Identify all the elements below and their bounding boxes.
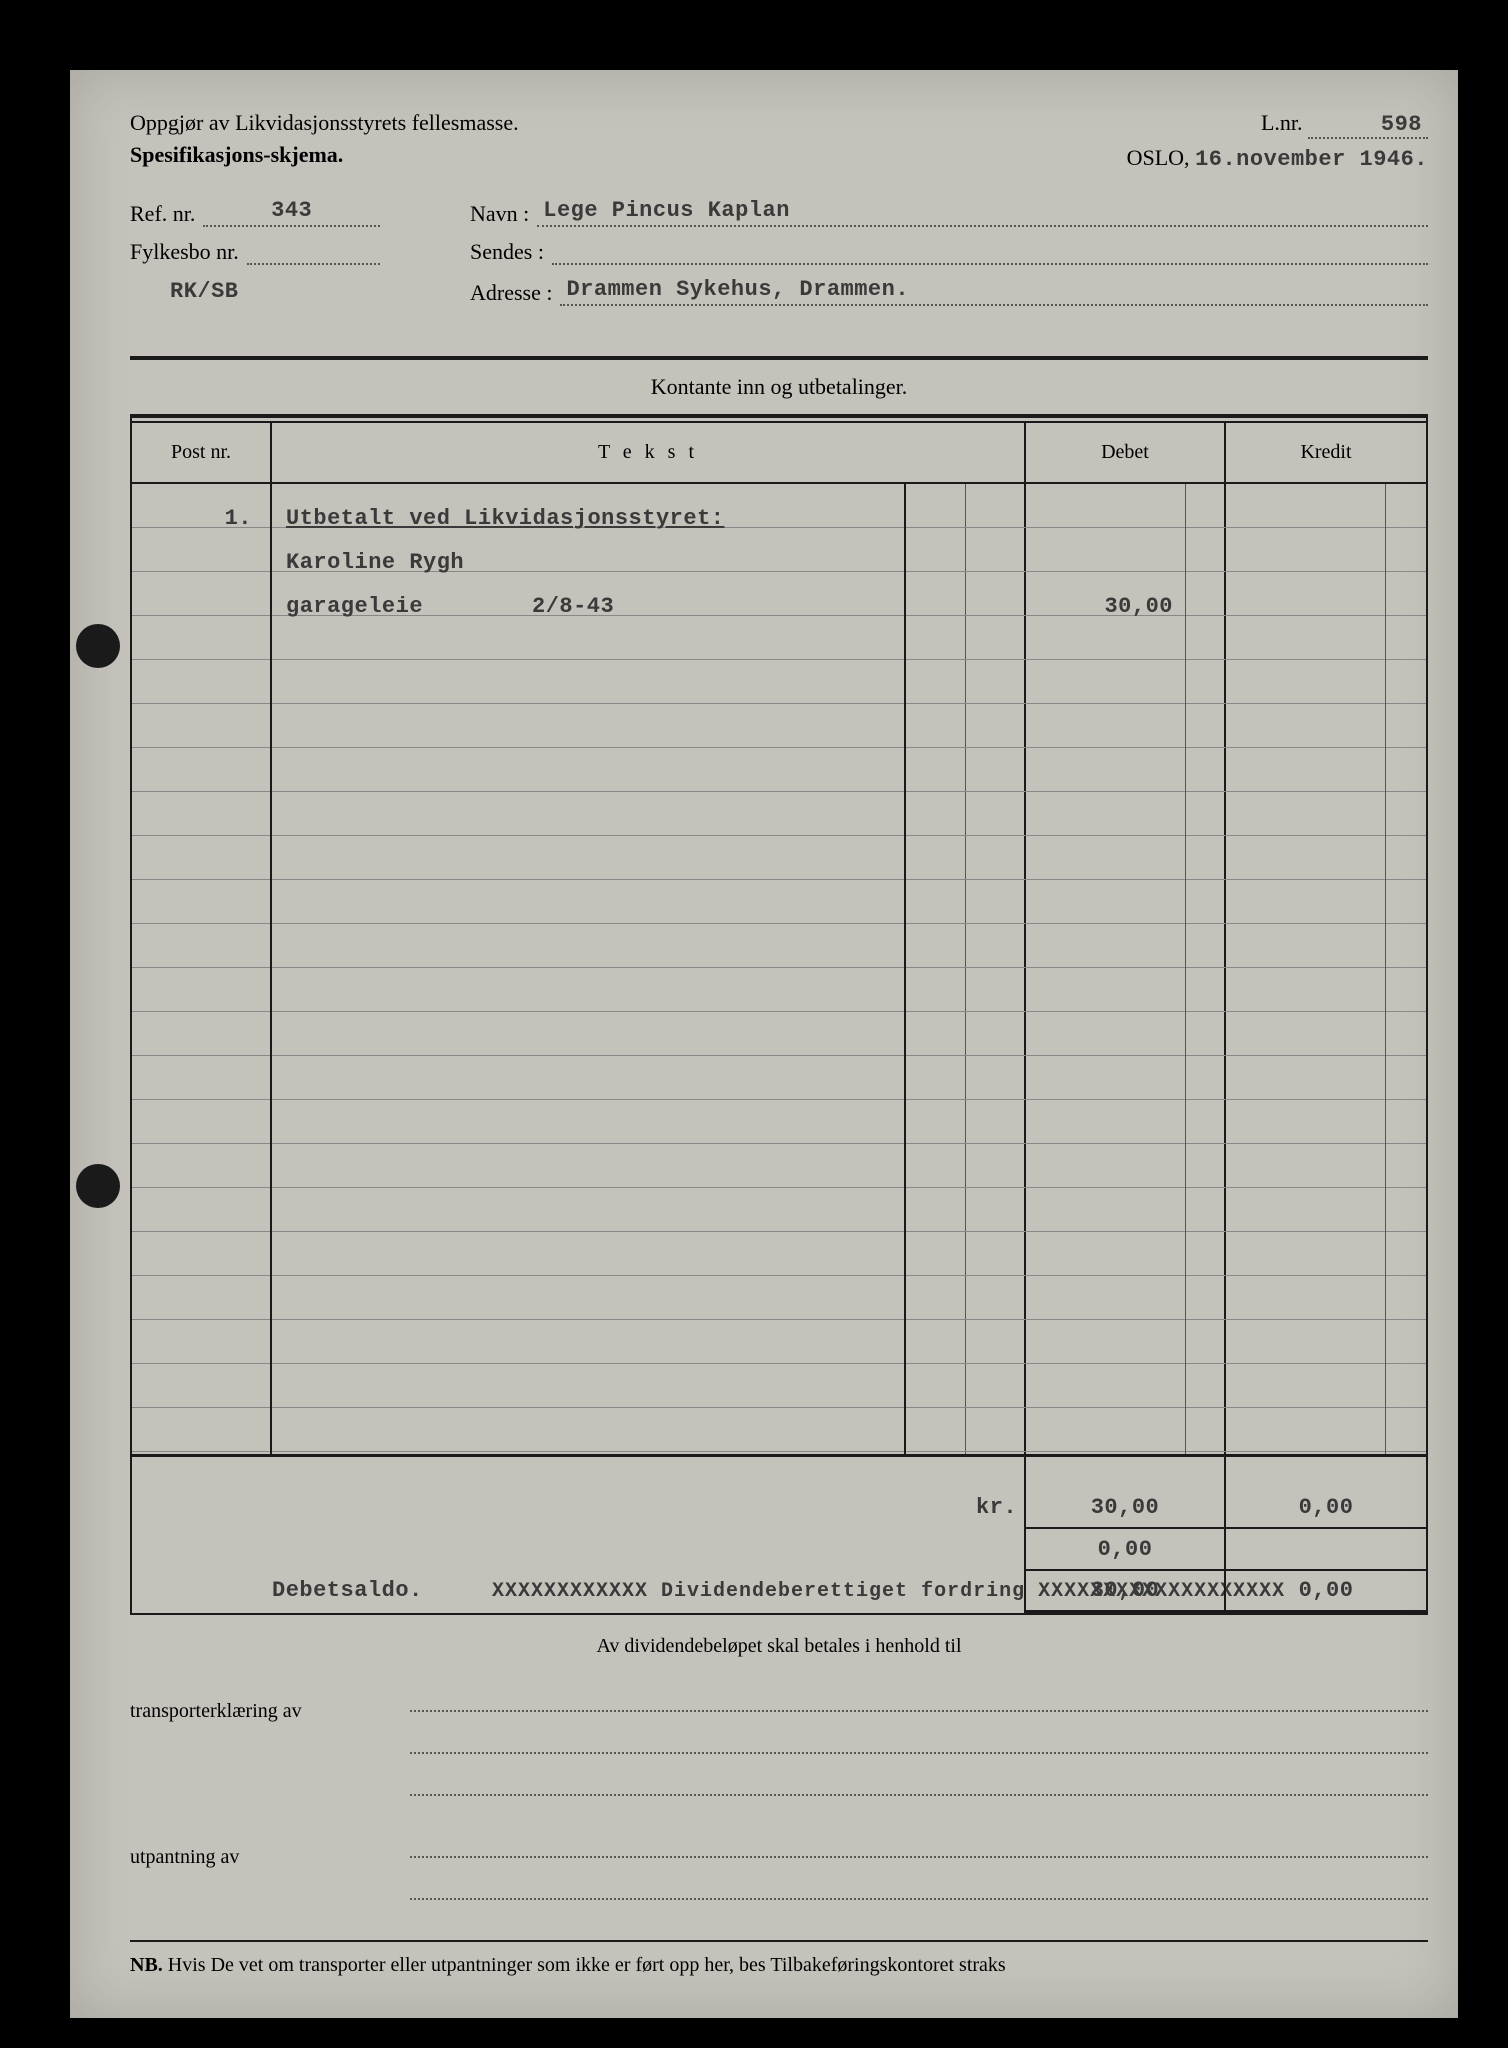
dotted-line (410, 1864, 1428, 1900)
location: OSLO, (1127, 145, 1190, 170)
rksb: RK/SB (170, 279, 380, 304)
entry-line2: Karoline Rygh (286, 550, 464, 575)
ref-nr-label: Ref. nr. (130, 201, 195, 227)
ledger-table: Post nr. T e k s t Debet Kredit 1. Utbet… (130, 414, 1428, 1615)
utpantning-label: utpantning av (130, 1822, 370, 1906)
document-paper: Oppgjør av Likvidasjonsstyrets fellesmas… (70, 70, 1458, 2018)
section-title: Kontante inn og utbetalinger. (130, 360, 1428, 414)
dotted-line (410, 1822, 1428, 1858)
sendes-label: Sendes : (470, 239, 544, 265)
date: 16.november 1946. (1195, 147, 1428, 172)
header-title: Oppgjør av Likvidasjonsstyrets fellesmas… (130, 110, 519, 136)
fylkesbo-value (247, 239, 380, 265)
navn-value: Lege Pincus Kaplan (537, 198, 1428, 227)
footer-debet-3: 30,00 (1026, 1571, 1224, 1613)
entry-line1: Utbetalt ved Likvidasjonsstyret: (286, 506, 724, 531)
adresse-label: Adresse : (470, 280, 552, 306)
dividend-text: Av dividendebeløpet skal betales i henho… (130, 1627, 1428, 1676)
col-header-post: Post nr. (132, 423, 272, 482)
debet-value: 30,00 (1104, 594, 1173, 619)
entry-line3a: garageleie (286, 594, 423, 619)
col-header-tekst: T e k s t (272, 423, 1026, 482)
adresse-value: Drammen Sykehus, Drammen. (560, 277, 1428, 306)
transport-label: transporterklæring av (130, 1676, 370, 1802)
lnr-value: 598 (1308, 112, 1428, 139)
col-header-kredit: Kredit (1226, 423, 1426, 482)
debetsaldo-label: Debetsaldo. (272, 1578, 423, 1603)
footer-kredit-3: 0,00 (1226, 1571, 1426, 1613)
sendes-value (552, 239, 1428, 265)
header-subtitle: Spesifikasjons-skjema. (130, 142, 519, 168)
col-header-debet: Debet (1026, 423, 1226, 482)
punch-hole-icon (76, 1164, 120, 1208)
post-number: 1. (225, 506, 252, 531)
kr-label: kr. (976, 1495, 1017, 1520)
navn-label: Navn : (470, 201, 529, 227)
footer-debet-1: 30,00 (1026, 1487, 1224, 1529)
footer-debet-2: 0,00 (1026, 1529, 1224, 1571)
punch-hole-icon (76, 624, 120, 668)
nb-bold: NB. (130, 1954, 163, 1976)
dotted-line (410, 1760, 1428, 1796)
entry-line3b: 2/8-43 (532, 594, 614, 619)
footer-kredit-1: 0,00 (1226, 1487, 1426, 1529)
lnr-label: L.nr. (1261, 110, 1303, 135)
nb-text: Hvis De vet om transporter eller utpantn… (168, 1954, 1006, 1976)
dotted-line (410, 1718, 1428, 1754)
footer-kredit-2 (1226, 1529, 1426, 1571)
dotted-line (410, 1676, 1428, 1712)
fylkesbo-label: Fylkesbo nr. (130, 239, 239, 265)
ref-nr-value: 343 (203, 198, 380, 227)
